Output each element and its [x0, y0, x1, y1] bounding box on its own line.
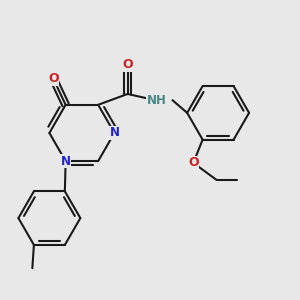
Text: O: O	[48, 72, 58, 85]
Text: NH: NH	[147, 94, 167, 107]
Text: O: O	[188, 156, 199, 170]
Text: O: O	[122, 58, 133, 71]
Text: N: N	[110, 127, 119, 140]
Text: N: N	[61, 154, 70, 168]
